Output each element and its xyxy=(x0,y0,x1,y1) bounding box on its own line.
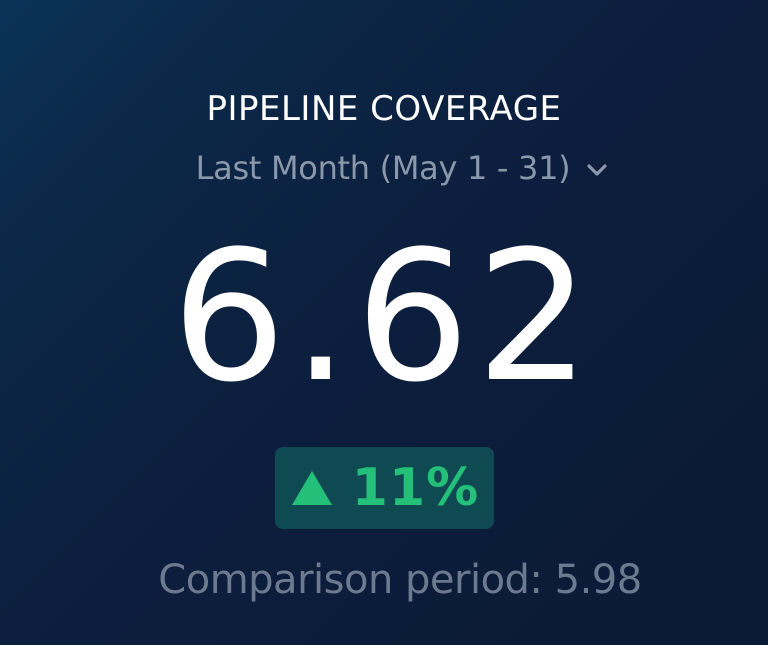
metric-value: 6.62 xyxy=(171,213,597,422)
chevron-down-icon xyxy=(586,163,608,177)
delta-badge: 11% xyxy=(275,447,494,529)
delta-value: 11% xyxy=(351,458,480,518)
period-dropdown-label: Last Month (May 1 - 31) xyxy=(195,149,571,187)
triangle-up-icon xyxy=(291,471,332,505)
comparison-period-text: Comparison period: 5.98 xyxy=(158,557,642,603)
period-dropdown[interactable]: Last Month (May 1 - 31) xyxy=(164,140,640,196)
widget-title: PIPELINE COVERAGE xyxy=(206,89,562,129)
